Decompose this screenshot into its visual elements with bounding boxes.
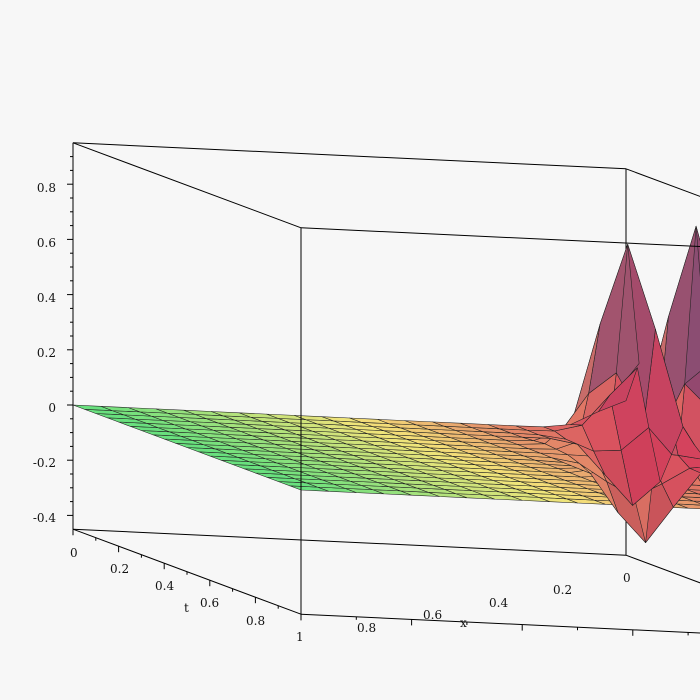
t-tick-label: 0 <box>70 546 78 560</box>
z-tick-label: -0.2 <box>33 456 56 470</box>
axis-ticks <box>67 156 689 636</box>
z-tick-label: 0.2 <box>37 346 56 360</box>
z-tick-label: 0 <box>48 401 56 415</box>
x-axis-label: x <box>460 616 467 630</box>
t-axis-label: t <box>184 601 189 615</box>
surface-facet <box>72 404 113 411</box>
z-tick-label: 0.4 <box>37 291 56 305</box>
x-axis-tick-labels: 0 0.2 0.4 0.6 0.8 x <box>357 571 631 635</box>
t-tick-label: 0.4 <box>155 579 174 593</box>
z-tick-label: 0.8 <box>37 181 56 195</box>
t-tick-label: 0.2 <box>110 562 129 576</box>
box-edge <box>72 142 627 170</box>
t-tick-label: 1 <box>296 630 304 644</box>
t-axis-tick-labels: 0 0.2 0.4 0.6 0.8 1 t <box>70 546 304 644</box>
z-axis-tick-labels: 0.8 0.6 0.4 0.2 0 -0.2 -0.4 <box>33 181 57 525</box>
box-edge <box>625 554 700 584</box>
box-edge <box>72 528 627 556</box>
z-tick-label: 0.6 <box>37 236 56 250</box>
x-tick-label: 0.8 <box>357 621 376 635</box>
t-tick-label: 0.8 <box>246 614 265 628</box>
x-tick-label: 0 <box>623 571 631 585</box>
box-edge <box>300 227 700 248</box>
x-tick-label: 0.4 <box>489 596 508 610</box>
box-edge <box>625 168 700 197</box>
x-tick-label: 0.2 <box>553 583 572 597</box>
t-tick-label: 0.6 <box>200 596 219 610</box>
x-tick-label: 0.6 <box>423 608 442 622</box>
box-edge <box>72 142 302 229</box>
surface-mesh <box>72 225 700 543</box>
z-tick-label: -0.4 <box>33 511 57 525</box>
